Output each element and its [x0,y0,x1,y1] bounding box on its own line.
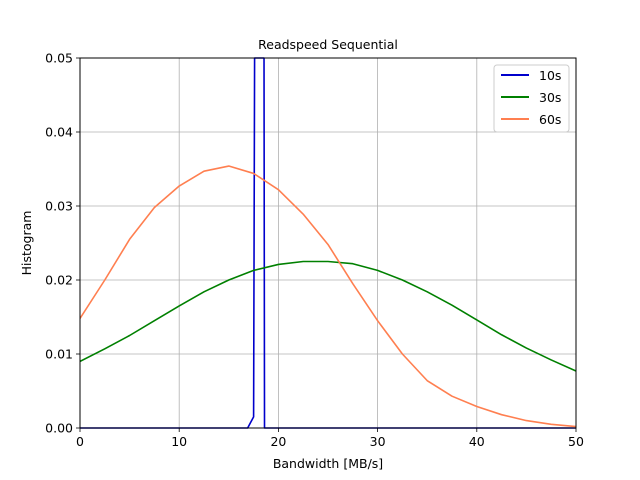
y-tick-label: 0.01 [45,347,73,362]
legend: 10s 30s 60s [493,64,570,133]
y-tick-label: 0.02 [45,273,73,288]
plot-frame [79,57,577,429]
chart-title: Readspeed Sequential [258,37,398,52]
legend-label-30s: 30s [539,90,561,105]
x-axis: 0 10 20 30 40 50 [76,428,584,449]
y-axis-label: Histogram [19,211,34,276]
x-tick-label: 20 [270,434,286,449]
legend-label-60s: 60s [539,112,561,127]
y-tick-label: 0.03 [45,199,73,214]
x-tick-label: 0 [76,434,84,449]
x-tick-label: 30 [370,434,386,449]
x-axis-label: Bandwidth [MB/s] [273,456,383,471]
x-tick-label: 50 [568,434,584,449]
y-axis: 0.00 0.01 0.02 0.03 0.04 0.05 [45,51,80,436]
y-tick-label: 0.04 [45,125,73,140]
y-tick-label: 0.05 [45,51,73,66]
legend-box [493,64,570,133]
grid [79,57,577,429]
x-tick-label: 40 [469,434,485,449]
x-tick-label: 10 [171,434,187,449]
legend-label-10s: 10s [539,68,561,83]
series-line-30s [80,260,576,372]
y-tick-label: 0.00 [45,421,73,436]
series-line-60s [80,165,576,428]
